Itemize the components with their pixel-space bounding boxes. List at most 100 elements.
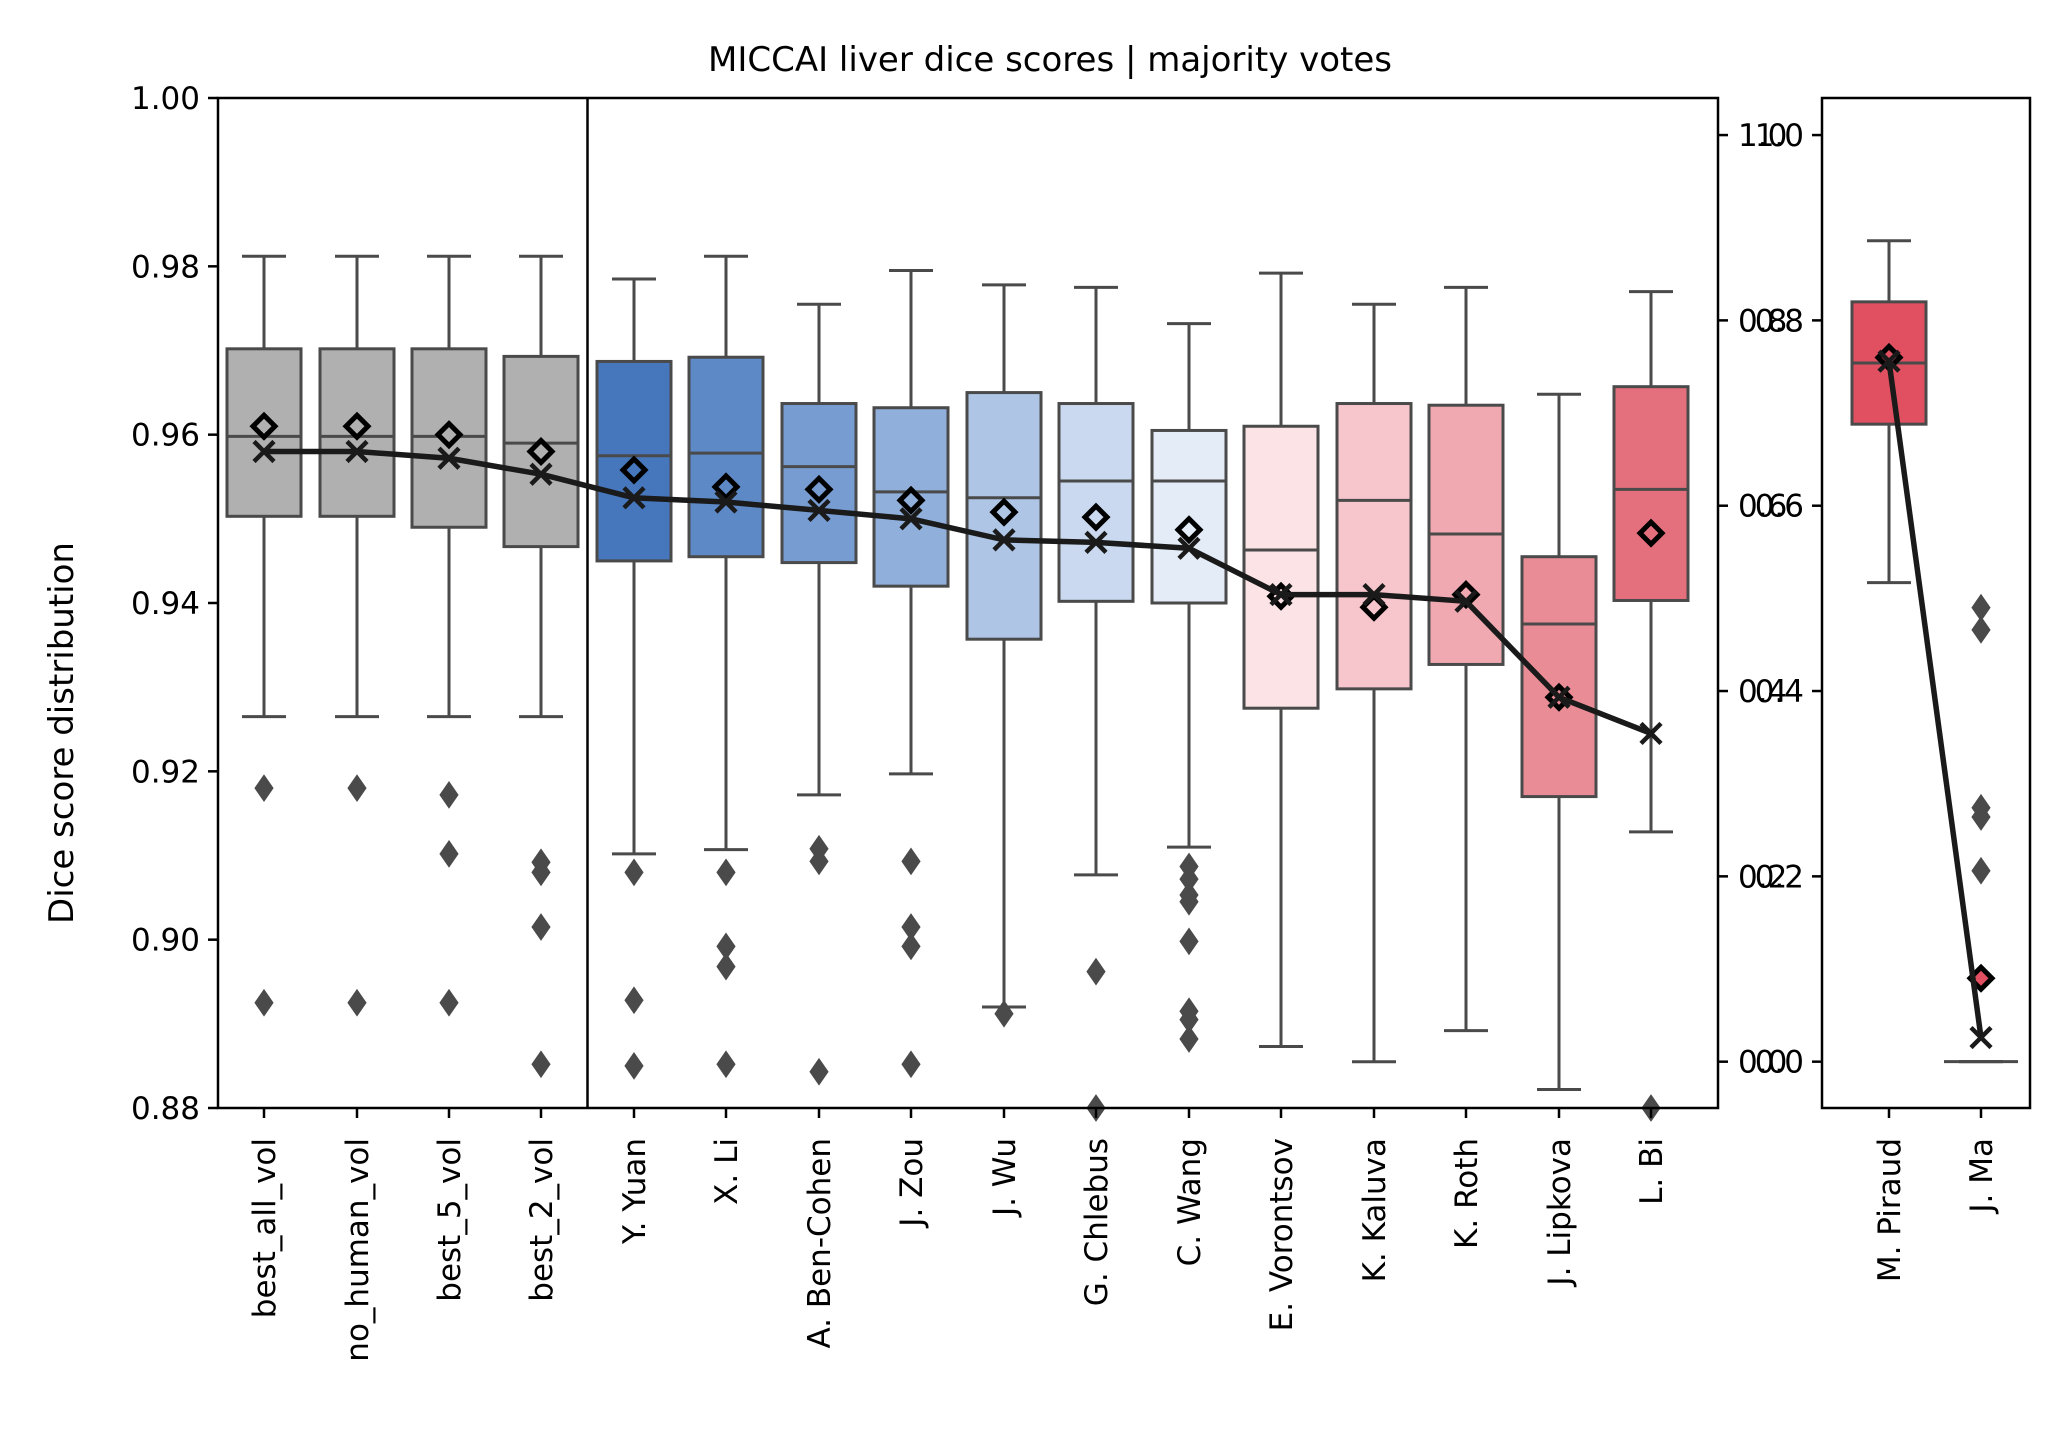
mean-marker xyxy=(896,485,926,515)
outlier-marker xyxy=(994,999,1014,1028)
x-marker-stroke xyxy=(252,439,276,464)
outlier-marker xyxy=(901,1050,921,1079)
outlier-marker xyxy=(531,1050,551,1079)
x-tick-label: J. Zou xyxy=(894,1138,930,1229)
x-marker-stroke xyxy=(1454,589,1478,613)
side-ytick-label: 1.0 xyxy=(1755,118,1804,154)
outlier-marker xyxy=(624,1052,644,1080)
box-j-zou: J. Zou xyxy=(872,269,950,1229)
outlier-marker xyxy=(439,988,459,1017)
box-k-roth: K. Roth xyxy=(1427,285,1505,1249)
x-marker xyxy=(1454,589,1478,613)
x-marker-stroke xyxy=(529,462,553,486)
outlier-marker xyxy=(809,1057,829,1086)
x-tick-label: no_human_vol xyxy=(340,1138,376,1362)
outlier-marker xyxy=(901,932,921,961)
outlier-marker xyxy=(439,781,459,809)
x-marker xyxy=(1269,582,1293,607)
side-ytick-label: 0.8 xyxy=(1755,303,1804,339)
x-marker-stroke xyxy=(1177,536,1201,560)
x-marker xyxy=(437,446,461,470)
x-marker xyxy=(529,462,553,486)
x-tick-label: M. Piraud xyxy=(1872,1138,1908,1282)
box-j-wu: J. Wu xyxy=(965,283,1043,1218)
outlier-marker xyxy=(1086,957,1106,986)
x-marker-stroke xyxy=(1547,685,1571,709)
x-marker xyxy=(1547,685,1571,709)
chart-title: MICCAI liver dice scores | majority vote… xyxy=(708,40,1392,80)
outlier-marker xyxy=(254,988,274,1017)
mean-marker xyxy=(249,411,279,441)
main-panel: 1.00 0.98 0.96 0.94 0.92 0.90 0.88 best_all_vol… xyxy=(131,81,1787,1362)
x-tick-label: A. Ben-Cohen xyxy=(802,1138,838,1349)
outlier-marker xyxy=(1971,803,1991,831)
outlier-marker xyxy=(716,1050,736,1079)
box-e-vorontsov: E. Vorontsov xyxy=(1242,271,1320,1331)
outlier-marker xyxy=(809,847,829,876)
x-marker xyxy=(992,528,1016,552)
box-c-wang: C. Wang xyxy=(1150,322,1228,1266)
main-right-ytick-label: 0.4 xyxy=(1738,674,1787,710)
iqr-box xyxy=(1335,402,1413,691)
iqr-box xyxy=(687,355,765,559)
side-ytick-label: 0.4 xyxy=(1755,674,1804,710)
x-marker xyxy=(807,498,831,523)
main-ytick-label: 0.88 xyxy=(131,1091,200,1127)
x-marker-stroke xyxy=(1362,582,1386,607)
x-marker-stroke xyxy=(1969,1025,1993,1050)
outlier-marker xyxy=(531,913,551,941)
x-tick-label: Y. Yuan xyxy=(617,1138,653,1245)
box-x-li: X. Li xyxy=(687,254,765,1205)
side-panel: 1.0 0.8 0.6 0.4 0.2 0.0 M. Piraud J. Ma xyxy=(1755,96,2032,1282)
main-frame xyxy=(216,96,1720,1110)
box-best-all-vol: best_all_vol xyxy=(225,254,303,1318)
outlier-marker xyxy=(716,952,736,981)
x-marker xyxy=(899,507,923,531)
x-tick-label: best_2_vol xyxy=(524,1138,560,1302)
box-m-piraud: M. Piraud xyxy=(1850,239,1928,1282)
x-marker xyxy=(622,486,646,510)
main-right-ytick-label: 0.8 xyxy=(1738,303,1787,339)
x-marker xyxy=(1362,582,1386,607)
x-tick-label: C. Wang xyxy=(1172,1138,1208,1266)
box-no-human-vol: no_human_vol xyxy=(318,254,396,1362)
mean-marker xyxy=(526,436,556,467)
x-tick-label: E. Vorontsov xyxy=(1264,1138,1300,1331)
mean-marker xyxy=(1174,515,1204,545)
x-marker-stroke xyxy=(714,490,738,514)
x-marker-stroke xyxy=(1084,530,1108,554)
mean-marker xyxy=(342,411,372,441)
iqr-box xyxy=(1520,555,1598,799)
side-trend-line xyxy=(1886,360,1984,1038)
x-marker xyxy=(1877,349,1901,373)
x-tick-label: best_5_vol xyxy=(432,1138,468,1302)
x-marker xyxy=(714,490,738,514)
box-best-5-vol: best_5_vol xyxy=(410,254,488,1302)
main-right-ytick-label: 0.6 xyxy=(1738,489,1787,525)
x-tick-label: K. Roth xyxy=(1449,1138,1485,1249)
main-ytick-label: 0.98 xyxy=(131,249,200,285)
box-a-ben-cohen: A. Ben-Cohen xyxy=(780,302,858,1349)
side-ytick-label: 0.0 xyxy=(1755,1045,1804,1081)
side-frame xyxy=(1820,96,2032,1110)
main-ytick-label: 0.92 xyxy=(131,754,200,790)
outlier-marker xyxy=(1971,856,1991,885)
main-ytick-label: 0.90 xyxy=(131,923,200,959)
x-tick-label: J. Wu xyxy=(987,1138,1023,1218)
mean-marker xyxy=(804,474,834,504)
x-marker-stroke xyxy=(1639,721,1663,746)
x-tick-label: J. Lipkova xyxy=(1542,1138,1578,1288)
side-ytick-label: 0.2 xyxy=(1755,859,1804,895)
y-axis-label: Dice score distribution xyxy=(42,542,82,924)
x-marker xyxy=(345,439,369,464)
x-marker xyxy=(1969,1025,1993,1050)
box-j-lipkova: J. Lipkova xyxy=(1520,392,1598,1288)
x-marker xyxy=(252,439,276,464)
outlier-marker xyxy=(531,858,551,887)
box-l-bi: L. Bi xyxy=(1612,290,1690,1205)
box-k-kaluva: K. Kaluva xyxy=(1335,302,1413,1282)
outlier-marker xyxy=(1971,615,1991,644)
x-marker-stroke xyxy=(992,528,1016,552)
x-marker xyxy=(1177,536,1201,560)
main-right-ytick-label: 1.0 xyxy=(1738,118,1787,154)
